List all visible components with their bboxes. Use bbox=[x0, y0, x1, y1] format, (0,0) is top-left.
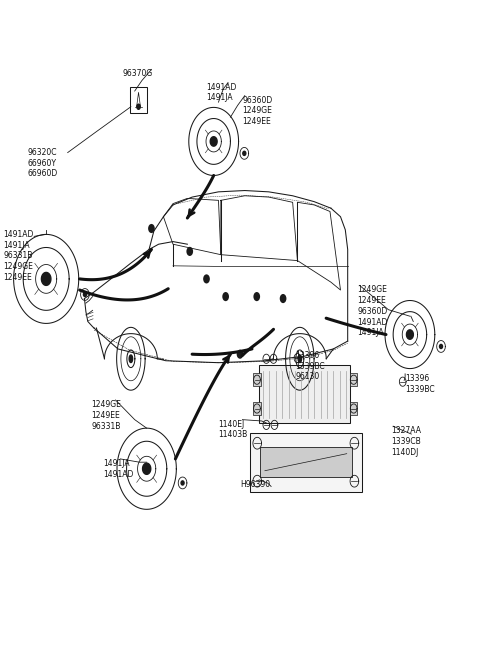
Text: H96390: H96390 bbox=[240, 480, 270, 489]
Bar bbox=[350, 373, 357, 386]
Polygon shape bbox=[143, 463, 151, 474]
Text: 13396
1339BC
96130: 13396 1339BC 96130 bbox=[295, 351, 324, 381]
Circle shape bbox=[222, 292, 229, 301]
Bar bbox=[130, 87, 147, 113]
Circle shape bbox=[237, 350, 243, 359]
Text: 1327AA
1339CB
1140DJ: 1327AA 1339CB 1140DJ bbox=[391, 426, 421, 457]
Text: 1249GE
1249EE
96331B: 1249GE 1249EE 96331B bbox=[92, 400, 121, 430]
Polygon shape bbox=[440, 344, 443, 348]
Polygon shape bbox=[41, 272, 51, 285]
Circle shape bbox=[280, 294, 287, 303]
Text: 1491AD
1491JA: 1491AD 1491JA bbox=[206, 83, 237, 102]
Polygon shape bbox=[210, 136, 217, 146]
Polygon shape bbox=[298, 355, 301, 363]
Circle shape bbox=[186, 247, 193, 256]
Bar bbox=[253, 402, 261, 415]
Text: 13396
1339BC: 13396 1339BC bbox=[405, 374, 435, 394]
Polygon shape bbox=[407, 330, 413, 339]
Polygon shape bbox=[181, 481, 184, 485]
Bar bbox=[350, 402, 357, 415]
Bar bbox=[260, 447, 351, 478]
Polygon shape bbox=[243, 152, 246, 155]
Circle shape bbox=[253, 292, 260, 301]
Text: 96370G: 96370G bbox=[123, 70, 153, 79]
Bar bbox=[250, 433, 362, 491]
Bar bbox=[253, 373, 261, 386]
Text: 1249GE
1249EE
96360D
1491AD
1491JA: 1249GE 1249EE 96360D 1491AD 1491JA bbox=[357, 285, 388, 337]
Polygon shape bbox=[129, 355, 132, 363]
Text: 1491AD
1491JA
96331B
1249GE
1249EE: 1491AD 1491JA 96331B 1249GE 1249EE bbox=[3, 230, 34, 282]
Text: 96320C
66960Y
66960D: 96320C 66960Y 66960D bbox=[27, 148, 57, 178]
Bar bbox=[259, 365, 350, 423]
Text: 96360D
1249GE
1249EE: 96360D 1249GE 1249EE bbox=[242, 96, 273, 126]
Circle shape bbox=[203, 274, 210, 283]
Text: 1140EJ
11403B: 1140EJ 11403B bbox=[218, 420, 248, 440]
Text: 1491JA
1491AD: 1491JA 1491AD bbox=[104, 459, 134, 479]
Circle shape bbox=[148, 224, 155, 233]
Polygon shape bbox=[84, 293, 86, 297]
Circle shape bbox=[136, 104, 141, 110]
